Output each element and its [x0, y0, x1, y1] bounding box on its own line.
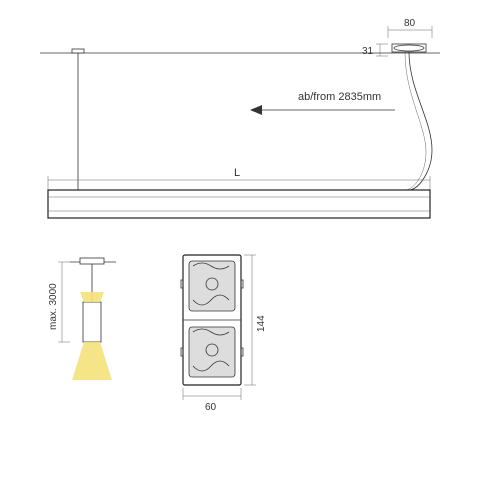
arrow-note-text: ab/from 2835mm	[298, 91, 381, 103]
side-pendant-icon: max. 3000	[48, 258, 116, 380]
dim-80: 80	[404, 18, 416, 29]
dim-31: 31	[362, 46, 374, 57]
luminaire-bar	[48, 190, 430, 218]
dim-60: 60	[205, 402, 217, 413]
left-suspension	[72, 49, 84, 190]
cross-section: 144 60	[181, 255, 267, 413]
dim-L: L	[48, 167, 430, 190]
dim-max-3000: max. 3000	[48, 283, 59, 330]
dim-L-label: L	[234, 167, 240, 179]
dim-144: 144	[256, 315, 267, 332]
length-arrow: ab/from 2835mm	[250, 91, 395, 115]
technical-drawing: ab/from 2835mm 80 31 L	[0, 0, 500, 500]
top-right-mount: 80 31	[362, 18, 432, 190]
